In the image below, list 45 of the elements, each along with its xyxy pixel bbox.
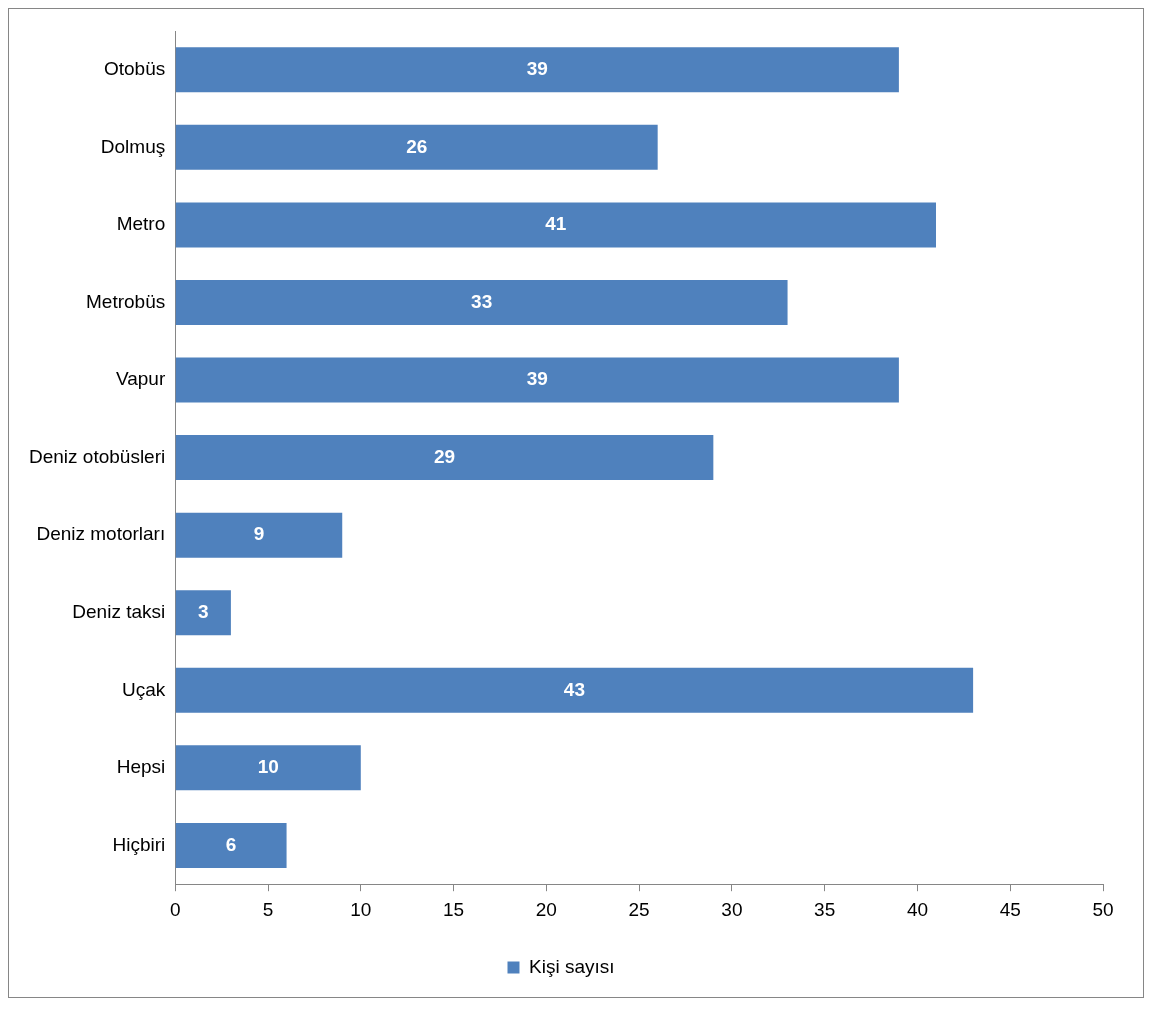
y-tick-label: Hepsi xyxy=(116,756,166,778)
data-label: 39 xyxy=(526,58,548,80)
bar xyxy=(175,357,899,403)
data-label: 3 xyxy=(198,600,209,622)
x-tick-label: 20 xyxy=(535,898,557,920)
x-tick-label: 35 xyxy=(814,898,836,920)
y-tick-label: Deniz taksi xyxy=(72,600,166,622)
bar xyxy=(175,590,231,636)
data-label: 41 xyxy=(545,213,567,235)
x-tick-label: 30 xyxy=(721,898,743,920)
bar xyxy=(175,47,899,93)
data-label: 6 xyxy=(225,833,237,855)
legend-label: Kişi sayısı xyxy=(528,955,615,977)
x-tick-label: 10 xyxy=(350,898,372,920)
x-tick-label: 25 xyxy=(628,898,650,920)
bar xyxy=(175,822,287,868)
data-label: 39 xyxy=(526,368,548,390)
data-label: 43 xyxy=(563,678,585,700)
bar xyxy=(175,745,361,791)
data-label: 26 xyxy=(406,135,428,157)
y-tick-label: Metrobüs xyxy=(86,290,166,312)
x-tick-label: 45 xyxy=(999,898,1021,920)
bar xyxy=(175,202,936,248)
y-tick-label: Deniz motorları xyxy=(36,523,166,545)
x-tick-label: 40 xyxy=(906,898,929,920)
bar xyxy=(175,667,974,713)
y-tick-label: Dolmuş xyxy=(100,135,166,157)
bar xyxy=(175,435,714,481)
y-tick-label: Otobüs xyxy=(103,58,166,80)
x-tick-label: 50 xyxy=(1092,898,1114,920)
y-tick-label: Metro xyxy=(116,213,166,235)
x-tick-label: 0 xyxy=(169,898,181,920)
data-label: 33 xyxy=(471,290,493,312)
y-tick-label: Vapur xyxy=(115,368,166,390)
x-tick-label: 15 xyxy=(443,898,465,920)
bar xyxy=(175,512,343,558)
y-tick-label: Uçak xyxy=(121,678,166,700)
x-tick-label: 5 xyxy=(262,898,274,920)
bar xyxy=(175,279,788,325)
y-tick-label: Hiçbiri xyxy=(112,833,166,855)
data-label: 29 xyxy=(433,445,456,467)
data-label: 9 xyxy=(253,523,265,545)
bar xyxy=(175,124,658,170)
y-tick-label: Deniz otobüsleri xyxy=(28,445,166,467)
data-label: 10 xyxy=(257,756,279,778)
